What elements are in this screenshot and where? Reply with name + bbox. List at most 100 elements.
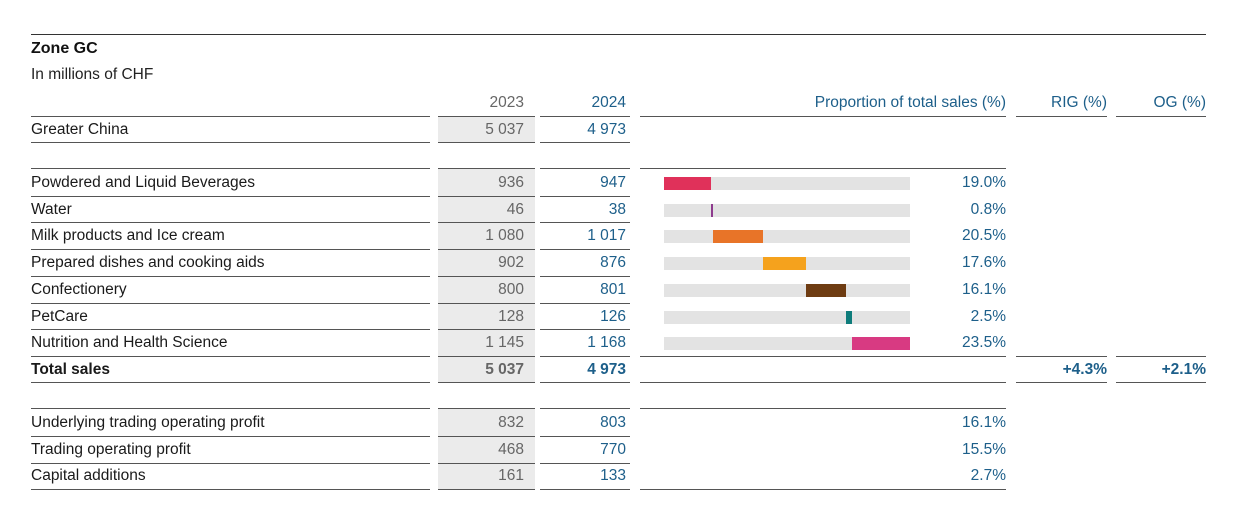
rule — [31, 382, 430, 383]
rule — [540, 463, 630, 464]
share-value: 16.1% — [962, 281, 1006, 298]
row-label: Prepared dishes and cooking aids — [31, 254, 265, 271]
rule — [1116, 356, 1206, 357]
rule — [438, 196, 535, 197]
share-value: 0.8% — [970, 201, 1006, 218]
metric-row: Underlying trading operating profit 832 … — [0, 410, 1260, 436]
rule — [438, 356, 535, 357]
header-2024: 2024 — [591, 94, 626, 111]
share-value: 23.5% — [962, 334, 1006, 351]
proportion-track — [664, 337, 910, 350]
share-value: 19.0% — [962, 174, 1006, 191]
category-row: Milk products and Ice cream 1 080 1 017 … — [0, 223, 1260, 249]
value-2024: 133 — [600, 467, 626, 484]
proportion-bar — [710, 204, 713, 217]
rule — [640, 489, 1006, 490]
header-proportion: Proportion of total sales (%) — [814, 94, 1006, 111]
rule — [1116, 382, 1206, 383]
rule — [31, 408, 430, 409]
category-row: Prepared dishes and cooking aids 902 876… — [0, 250, 1260, 276]
region-row: Greater China 5 037 4 973 — [0, 117, 1260, 143]
rule — [540, 329, 630, 330]
value-2023: 5 037 — [485, 121, 524, 138]
proportion-bar — [846, 311, 853, 324]
category-row: Powdered and Liquid Beverages 936 947 19… — [0, 170, 1260, 196]
header-rig: RIG (%) — [1051, 94, 1107, 111]
proportion-bar — [806, 284, 847, 297]
rule — [31, 463, 430, 464]
proportion-track — [664, 257, 910, 270]
row-label: Powdered and Liquid Beverages — [31, 174, 256, 191]
proportion-bar — [664, 177, 711, 190]
value-2023: 1 145 — [485, 334, 524, 351]
rule — [438, 382, 535, 383]
value-2024: 947 — [600, 174, 626, 191]
rule — [540, 436, 630, 437]
row-label: PetCare — [31, 308, 88, 325]
rule — [540, 356, 630, 357]
rig-value: +4.3% — [1062, 361, 1107, 378]
rule — [438, 276, 535, 277]
rule — [438, 303, 535, 304]
rule — [31, 436, 430, 437]
value-2024: 126 — [600, 308, 626, 325]
rule — [31, 116, 430, 117]
rule — [438, 222, 535, 223]
rule — [540, 489, 630, 490]
col-2023-band-region — [438, 117, 535, 142]
rule — [31, 303, 430, 304]
value-2023: 832 — [498, 414, 524, 431]
rule — [540, 168, 630, 169]
rule — [540, 116, 630, 117]
value-2024: 38 — [608, 201, 626, 218]
rule — [540, 249, 630, 250]
share-value: 16.1% — [962, 414, 1006, 431]
rule — [1016, 116, 1107, 117]
value-2023: 46 — [506, 201, 524, 218]
rule — [31, 249, 430, 250]
proportion-bar — [712, 230, 764, 243]
rule — [1016, 356, 1107, 357]
rule — [31, 222, 430, 223]
rule — [31, 489, 430, 490]
category-row: PetCare 128 126 2.5% — [0, 304, 1260, 330]
top-rule — [31, 34, 1206, 35]
value-2024: 1 168 — [587, 334, 626, 351]
row-label: Confectionery — [31, 281, 127, 298]
table-title: Zone GC — [31, 40, 98, 57]
total-row: Total sales 5 037 4 973 +4.3% +2.1% — [0, 357, 1260, 383]
rule — [1016, 382, 1107, 383]
rule — [31, 168, 430, 169]
rule — [31, 329, 430, 330]
rule — [640, 168, 1006, 169]
rule — [438, 249, 535, 250]
value-2023: 468 — [498, 441, 524, 458]
col-2023-band-metrics — [438, 409, 535, 490]
rule — [31, 356, 430, 357]
rule — [438, 489, 535, 490]
row-label: Nutrition and Health Science — [31, 334, 228, 351]
metric-row: Capital additions 161 133 2.7% — [0, 463, 1260, 489]
rule — [438, 116, 535, 117]
rule — [31, 196, 430, 197]
rule — [540, 142, 630, 143]
value-2023: 1 080 — [485, 227, 524, 244]
proportion-track — [664, 204, 910, 217]
rule — [438, 329, 535, 330]
row-label: Greater China — [31, 121, 129, 138]
value-2024: 770 — [600, 441, 626, 458]
share-value: 17.6% — [962, 254, 1006, 271]
rule — [540, 382, 630, 383]
value-2023: 128 — [498, 308, 524, 325]
rule — [540, 276, 630, 277]
row-label: Underlying trading operating profit — [31, 414, 265, 431]
value-2023: 936 — [498, 174, 524, 191]
value-2023: 5 037 — [485, 361, 524, 378]
row-label: Water — [31, 201, 72, 218]
og-value: +2.1% — [1161, 361, 1206, 378]
value-2024: 801 — [600, 281, 626, 298]
share-value: 2.7% — [970, 467, 1006, 484]
proportion-track — [664, 284, 910, 297]
rule — [31, 142, 430, 143]
rule — [640, 408, 1006, 409]
